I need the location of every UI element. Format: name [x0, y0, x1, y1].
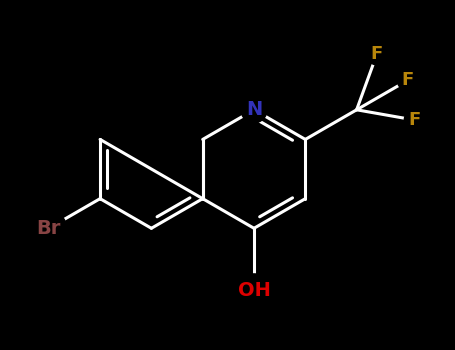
Circle shape — [404, 110, 425, 131]
Circle shape — [241, 97, 267, 123]
Text: OH: OH — [238, 281, 270, 300]
Text: F: F — [371, 45, 383, 63]
Circle shape — [238, 274, 271, 307]
Text: Br: Br — [36, 219, 61, 238]
Text: F: F — [402, 71, 414, 89]
Circle shape — [397, 70, 419, 91]
Text: F: F — [409, 111, 421, 129]
Circle shape — [31, 210, 66, 246]
Text: N: N — [246, 100, 262, 119]
Circle shape — [366, 43, 388, 65]
